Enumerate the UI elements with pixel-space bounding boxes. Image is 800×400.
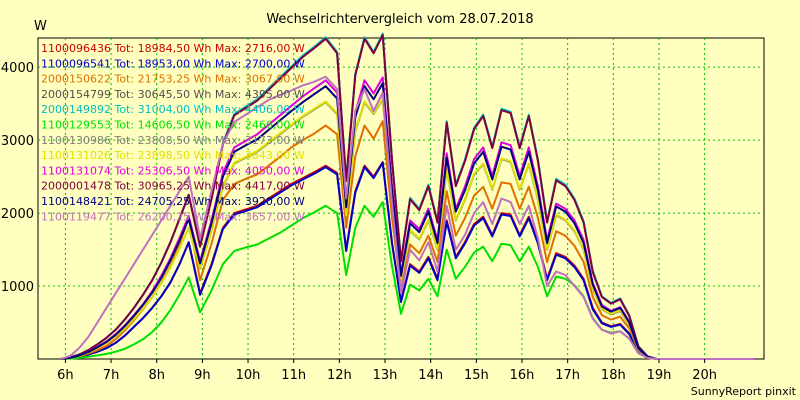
legend-entry: 1100129553 Tot: 14606,50 Wh Max: 2466,00… <box>41 119 305 132</box>
series-line-11 <box>60 82 755 360</box>
x-tick-label: 19h <box>647 368 672 383</box>
x-tick-label: 14h <box>418 368 443 383</box>
x-tick-label: 9h <box>194 368 211 383</box>
x-tick-label: 17h <box>555 368 580 383</box>
plot-background <box>37 37 765 360</box>
x-tick-label: 12h <box>327 368 352 383</box>
legend-entry: 1100148421 Tot: 24705,25 Wh Max: 3920,00… <box>41 195 305 208</box>
legend-entry: 1100131074 Tot: 25306,50 Wh Max: 4050,00… <box>41 164 305 177</box>
x-tick-label: 6h <box>57 368 74 383</box>
x-tick-label: 20h <box>692 368 717 383</box>
x-tick-label: 15h <box>464 368 489 383</box>
series-line-2 <box>60 161 755 360</box>
y-axis-unit: W <box>34 19 47 34</box>
y-tick-label: 2000 <box>1 207 34 222</box>
legend-entry: 1100119477 Tot: 26200,25 Wh Max: 3657,00… <box>41 210 305 223</box>
series-line-10 <box>60 34 755 360</box>
x-tick-label: 18h <box>601 368 626 383</box>
grid <box>38 38 764 359</box>
legend-entry: 2000154799 Tot: 30645,50 Wh Max: 4395,00… <box>41 88 305 101</box>
legend: 1100096436 Tot: 18984,50 Wh Max: 2716,00… <box>41 42 305 223</box>
footer-credit: SunnyReport pinxit <box>691 385 797 398</box>
legend-entry: 1100096436 Tot: 18984,50 Wh Max: 2716,00… <box>41 42 305 55</box>
legend-entry: 2000150622 Tot: 21753,25 Wh Max: 3067,00… <box>41 73 305 86</box>
y-tick-label: 3000 <box>1 134 34 149</box>
legend-entry: 2000149892 Tot: 31004,00 Wh Max: 4406,00… <box>41 103 305 116</box>
chart-title: Wechselrichtervergleich vom 28.07.2018 <box>266 12 533 27</box>
axis-ticks: 6h 7h 8h 9h 10h 11h 12h 13h 14h 15h 16h 17h 18h 19h 20… <box>1 61 717 383</box>
y-tick-label: 1000 <box>1 280 34 295</box>
x-tick-label: 7h <box>103 368 120 383</box>
x-tick-label: 11h <box>281 368 306 383</box>
legend-entry: 1100131026 Tot: 23898,50 Wh Max: 3843,00… <box>41 149 305 162</box>
x-tick-label: 16h <box>510 368 535 383</box>
x-tick-label: 8h <box>148 368 165 383</box>
legend-entry: 1100096541 Tot: 18953,00 Wh Max: 2700,00… <box>41 57 305 70</box>
series-lines <box>60 32 755 360</box>
series-line-12 <box>60 75 755 360</box>
legend-entry: 2000001478 Tot: 30965,25 Wh Max: 4417,00… <box>41 180 305 193</box>
y-tick-label: 4000 <box>1 61 34 76</box>
legend-entry: 1100130986 Tot: 23808,50 Wh Max: 3173,00… <box>41 134 305 147</box>
x-tick-label: 13h <box>373 368 398 383</box>
x-tick-label: 10h <box>236 368 261 383</box>
series-line-8 <box>60 97 755 360</box>
